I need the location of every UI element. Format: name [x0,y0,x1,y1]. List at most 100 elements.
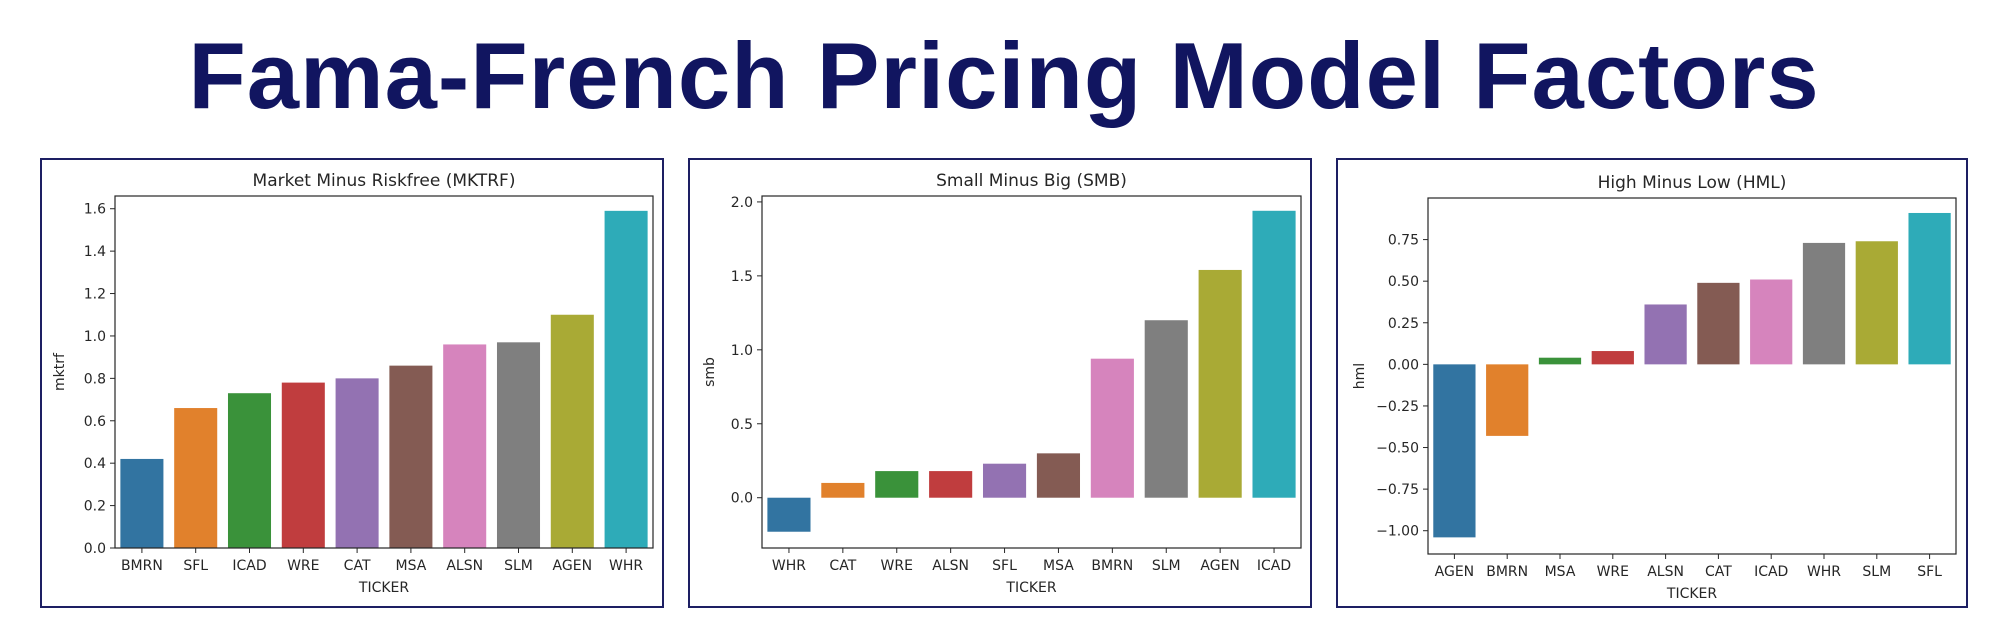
bar-sfl [174,408,218,548]
y-tick-label: 1.0 [84,329,106,345]
x-tick-label-bmrn: BMRN [1486,564,1528,580]
axes-frame [761,195,1302,549]
x-axis-label: TICKER [1005,580,1056,596]
y-tick-label: 0.0 [731,491,753,507]
y-axis-label: hml [1352,363,1368,389]
bar-agen [1433,364,1476,538]
x-tick-label-whr: WHR [609,558,643,574]
y-tick-label: −0.50 [1376,441,1419,457]
x-tick-label-wre: WRE [881,558,913,574]
x-tick-label-whr: WHR [1807,564,1841,580]
bar-cat [335,378,379,548]
y-axis-label: mktrf [52,352,68,391]
bar-icad [227,393,272,548]
y-tick-label: 0.50 [1388,274,1419,290]
chart-panel-hml: High Minus Low (HML) −1.00 −0.75 −0.50 −0.25… [1336,158,1968,608]
x-tick-label-sfl: SFL [992,558,1017,574]
y-tick-label: 0.0 [84,541,106,557]
y-tick-label: 0.6 [84,414,106,430]
bar-bmrn [1090,358,1134,498]
x-tick-label-slm: SLM [504,558,533,574]
bar-wre [875,471,919,498]
y-tick-label: 0.8 [84,371,106,387]
bar-agen [550,314,594,548]
y-tick-label: −1.00 [1376,524,1419,540]
bar-cat [1697,282,1740,365]
x-tick-label-msa: MSA [1545,564,1576,580]
x-tick-label-wre: WRE [1597,564,1629,580]
bar-alsn [929,471,973,498]
x-tick-label-msa: MSA [395,558,426,574]
x-tick-label-alsn: ALSN [932,558,969,574]
chart-mktrf: Market Minus Riskfree (MKTRF) 0.0 0.2 0.4 0.… [52,171,654,596]
bar-wre [1591,351,1634,365]
x-tick-label-wre: WRE [287,558,319,574]
x-tick-label-sfl: SFL [183,558,208,574]
bar-icad [1750,279,1793,365]
x-tick-label-sfl: SFL [1917,564,1942,580]
bar-wre [281,382,325,548]
chart-title: Small Minus Big (SMB) [936,171,1127,191]
x-tick-label-agen: AGEN [1435,564,1475,580]
x-tick-label-msa: MSA [1043,558,1074,574]
x-tick-label-bmrn: BMRN [1091,558,1133,574]
chart-smb: Small Minus Big (SMB) 0.0 0.5 1.0 1.5 2.0 WHR C… [702,171,1302,596]
bar-sfl [1908,212,1951,365]
x-tick-label-bmrn: BMRN [121,558,163,574]
bar-sfl [982,463,1027,498]
x-tick-label-agen: AGEN [553,558,593,574]
page-title: Fama-French Pricing Model Factors [188,23,1820,128]
x-tick-label-cat: CAT [344,558,371,574]
bar-whr [1802,242,1846,365]
bar-agen [1198,269,1242,498]
bar-slm [1855,241,1898,365]
y-tick-label: −0.75 [1376,482,1419,498]
x-tick-label-agen: AGEN [1200,558,1240,574]
y-tick-label: −0.25 [1376,399,1419,415]
x-tick-label-icad: ICAD [1257,558,1291,574]
bar-alsn [443,344,487,548]
chart-title: High Minus Low (HML) [1598,173,1787,193]
bar-slm [1144,320,1188,498]
x-tick-label-cat: CAT [1705,564,1732,580]
bar-whr [767,497,811,532]
y-tick-label: 0.2 [84,499,106,515]
x-tick-label-slm: SLM [1152,558,1181,574]
y-tick-label: 0.5 [731,417,753,433]
bar-alsn [1644,304,1687,365]
y-tick-label: 1.4 [84,244,106,260]
x-tick-label-icad: ICAD [1754,564,1788,580]
chart-panel-smb: Small Minus Big (SMB) 0.0 0.5 1.0 1.5 2.0 WHR C… [688,158,1312,608]
x-tick-label-slm: SLM [1862,564,1891,580]
x-axis-label: TICKER [1666,586,1717,602]
axes-frame [1427,197,1957,555]
bar-msa [1538,357,1582,365]
y-tick-label: 1.6 [84,202,106,218]
chart-panel-mktrf: Market Minus Riskfree (MKTRF) 0.0 0.2 0.4 0.… [40,158,664,608]
y-tick-label: 0.25 [1388,316,1419,332]
bar-icad [1252,210,1296,498]
bar-msa [1036,453,1081,498]
y-tick-label: 0.4 [84,456,106,472]
bar-cat [821,482,865,498]
x-axis-label: TICKER [358,580,409,596]
y-tick-label: 2.0 [731,195,753,211]
bar-bmrn [1486,364,1529,436]
bar-msa [389,365,433,548]
y-tick-label: 0.75 [1388,233,1419,249]
chart-hml: High Minus Low (HML) −1.00 −0.75 −0.50 −0.25… [1352,173,1957,602]
axes-frame [114,195,654,549]
x-tick-label-whr: WHR [772,558,806,574]
bar-whr [604,210,648,548]
y-tick-label: 1.5 [731,269,753,285]
y-tick-label: 0.00 [1388,357,1419,373]
x-tick-label-icad: ICAD [232,558,266,574]
y-tick-label: 1.2 [84,287,106,303]
x-tick-label-alsn: ALSN [1647,564,1684,580]
x-tick-label-alsn: ALSN [446,558,483,574]
bar-slm [496,342,541,548]
bar-bmrn [120,458,164,548]
y-tick-label: 1.0 [731,343,753,359]
chart-title: Market Minus Riskfree (MKTRF) [253,171,516,191]
x-tick-label-cat: CAT [829,558,856,574]
